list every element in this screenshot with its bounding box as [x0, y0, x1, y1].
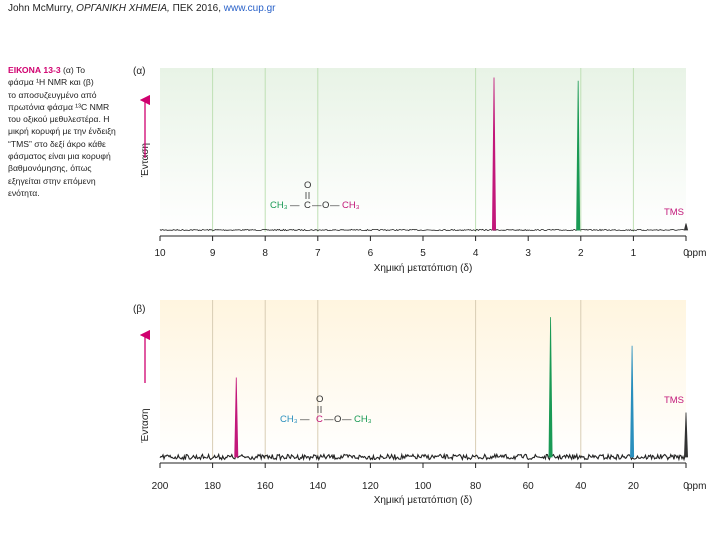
x-tick-label: 5	[420, 248, 426, 259]
caption-line: του οξικού μεθυλεστέρα. Η	[8, 114, 110, 125]
structure-bond: —	[300, 414, 310, 425]
x-tick-label: 180	[204, 481, 221, 492]
caption-line: “TMS” στο δεξί άκρο κάθε	[8, 138, 106, 149]
caption-line: πρωτόνια φάσμα ¹³C NMR	[8, 101, 110, 112]
x-tick-label: 3	[525, 248, 531, 259]
structure-bond: —	[342, 414, 352, 425]
structure-ch3-left: CH₃	[270, 200, 288, 211]
structure-carbonyl-c: C	[304, 200, 311, 211]
y-axis-label: Ένταση	[140, 408, 151, 443]
plot-background	[160, 300, 686, 459]
x-unit-label: ppm	[687, 481, 706, 492]
caption-line: φάσμα ¹H NMR και (β)	[8, 77, 94, 88]
page-header: John McMurry, ΟΡΓΑΝΙΚΗ ΧΗΜΕΙΑ, ΠΕΚ 2016,…	[8, 3, 275, 14]
x-tick-label: 20	[628, 481, 640, 492]
spectrum-peak	[492, 77, 497, 231]
structure-carbonyl-c: C	[316, 414, 323, 425]
caption-line: φάσματος είναι μια κορυφή	[8, 151, 111, 162]
figure-caption: ΕΙΚΟΝΑ 13-3 (α) Το φάσμα ¹H NMR και (β) …	[8, 64, 128, 199]
x-tick-label: 40	[575, 481, 587, 492]
caption-line: το αποσυζευγμένο από	[8, 89, 97, 100]
x-tick-label: 80	[470, 481, 482, 492]
structure-ester-o: O	[322, 200, 329, 211]
caption-line: μικρή κορυφή με την ένδειξη	[8, 126, 116, 137]
structure-bond: —	[330, 200, 340, 211]
x-tick-label: 120	[362, 481, 379, 492]
header-book-title: ΟΡΓΑΝΙΚΗ ΧΗΜΕΙΑ,	[76, 3, 170, 14]
x-tick-label: 200	[152, 481, 169, 492]
x-axis-label: Χημική μετατόπιση (δ)	[374, 262, 473, 274]
x-tick-label: 60	[523, 481, 535, 492]
x-tick-label: 140	[309, 481, 326, 492]
spectrum-peak	[683, 412, 689, 458]
structure-ch3-right: CH₃	[342, 200, 360, 211]
x-tick-label: 0	[683, 481, 689, 492]
structure-bond: —	[324, 414, 334, 425]
x-tick-label: 6	[368, 248, 374, 259]
header-author: John McMurry,	[8, 3, 74, 14]
spectrum-baseline	[159, 228, 687, 232]
x-tick-label: 4	[473, 248, 479, 259]
x-tick-label: 8	[262, 248, 268, 259]
structure-carbonyl-o: O	[316, 394, 323, 405]
spectrum-peak	[683, 223, 689, 231]
spectrum-baseline	[159, 452, 687, 462]
figure-label: ΕΙΚΟΝΑ 13-3	[8, 65, 61, 75]
structure-bond: —	[312, 200, 322, 211]
x-tick-label: 2	[578, 248, 584, 259]
x-tick-label: 10	[154, 248, 166, 259]
header-url-link[interactable]: www.cup.gr	[223, 3, 276, 14]
structure-ch3-right: CH₃	[354, 414, 372, 425]
caption-line: ενότητα.	[8, 187, 40, 198]
x-tick-label: 1	[631, 248, 637, 259]
caption-line: βαθμονόμησης, όπως	[8, 163, 92, 174]
structure-ester-o: O	[334, 414, 341, 425]
x-axis-label: Χημική μετατόπιση (δ)	[374, 494, 473, 506]
caption-line: εξηγείται στην επόμενη	[8, 175, 96, 186]
x-tick-label: 9	[210, 248, 216, 259]
panel-label: (α)	[133, 66, 145, 77]
spectrum-peak	[630, 345, 635, 458]
x-tick-label: 100	[415, 481, 432, 492]
y-axis-label: Ένταση	[140, 143, 151, 178]
x-tick-label: 7	[315, 248, 321, 259]
spectrum-peak	[234, 377, 239, 458]
structure-bond: —	[290, 200, 300, 211]
structure-carbonyl-o: O	[304, 180, 311, 191]
panel-label: (β)	[133, 304, 145, 315]
tms-label: TMS	[664, 395, 684, 406]
x-tick-label: 160	[257, 481, 274, 492]
x-tick-label: 0	[683, 248, 689, 259]
header-publisher: ΠΕΚ 2016,	[172, 3, 221, 14]
x-unit-label: ppm	[687, 248, 706, 259]
tms-label: TMS	[664, 207, 684, 218]
caption-line: (α) Το	[63, 65, 86, 75]
spectrum-peak	[548, 317, 553, 458]
plot-background	[160, 68, 686, 232]
structure-ch3-left: CH₃	[280, 414, 298, 425]
spectrum-peak	[576, 80, 581, 231]
